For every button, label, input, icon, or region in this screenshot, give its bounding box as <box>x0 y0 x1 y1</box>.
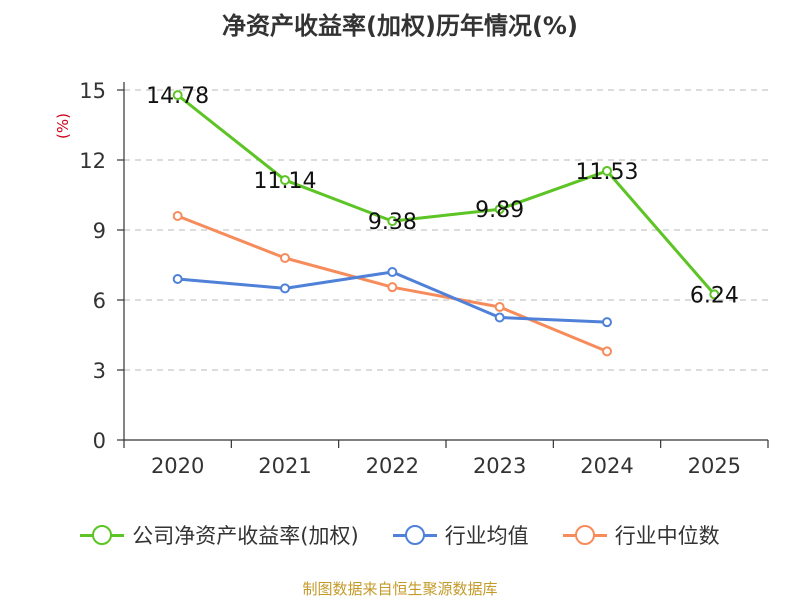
data-point <box>387 216 398 227</box>
legend-marker-icon <box>392 524 437 546</box>
data-point <box>280 283 290 294</box>
data-label: 14.78 <box>146 84 209 109</box>
series-line <box>177 270 608 324</box>
data-label: 11.53 <box>576 160 639 185</box>
y-tick-label: 15 <box>79 79 106 103</box>
data-point <box>494 312 505 323</box>
data-point <box>172 211 183 221</box>
legend-item-company[interactable]: 公司净资产收益率(加权) <box>80 520 359 550</box>
data-point <box>602 317 612 328</box>
data-label: 9.89 <box>475 198 524 223</box>
data-point <box>172 90 183 101</box>
x-tick-label: 2022 <box>366 454 419 478</box>
data-point <box>494 302 505 312</box>
legend-marker-icon <box>562 524 607 546</box>
data-source-footer: 制图数据来自恒生聚源数据库 <box>302 580 498 598</box>
legend-item-industry-median[interactable]: 行业中位数 <box>562 520 720 550</box>
data-label: 9.38 <box>368 210 417 235</box>
chart-legend: 公司净资产收益率(加权) 行业均值 行业中位数 <box>0 520 800 550</box>
x-tick-label: 2023 <box>473 454 526 478</box>
x-tick-label: 2021 <box>258 454 311 478</box>
data-label: 11.14 <box>254 169 317 194</box>
data-point <box>602 346 612 357</box>
y-tick-label: 0 <box>93 429 106 453</box>
data-point <box>280 253 290 263</box>
x-tick-label: 2020 <box>151 454 204 478</box>
legend-label: 行业均值 <box>444 524 529 548</box>
y-tick-label: 9 <box>93 219 106 243</box>
series-line <box>176 93 716 296</box>
chart-title: 净资产收益率(加权)历年情况(%) <box>222 12 578 40</box>
legend-label: 公司净资产收益率(加权) <box>132 524 359 548</box>
legend-item-industry-mean[interactable]: 行业均值 <box>392 520 529 550</box>
data-point <box>709 289 720 300</box>
data-point <box>172 274 183 284</box>
legend-label: 行业中位数 <box>614 524 720 548</box>
data-point <box>280 175 290 186</box>
data-label: 6.24 <box>690 283 739 308</box>
data-point <box>494 204 505 215</box>
legend-marker-icon <box>80 524 125 546</box>
y-tick-label: 3 <box>93 359 106 383</box>
y-axis-label: (%) <box>54 113 72 139</box>
data-point <box>387 267 398 277</box>
x-tick-label: 2025 <box>688 454 741 478</box>
y-tick-label: 6 <box>93 289 106 313</box>
data-point <box>602 165 612 176</box>
y-tick-label: 12 <box>79 149 106 173</box>
data-point <box>387 282 398 293</box>
x-tick-label: 2024 <box>580 454 633 478</box>
